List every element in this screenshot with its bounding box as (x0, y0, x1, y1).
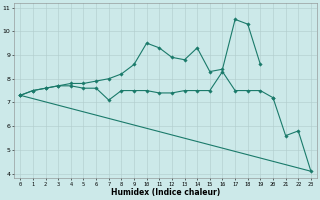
X-axis label: Humidex (Indice chaleur): Humidex (Indice chaleur) (111, 188, 220, 197)
